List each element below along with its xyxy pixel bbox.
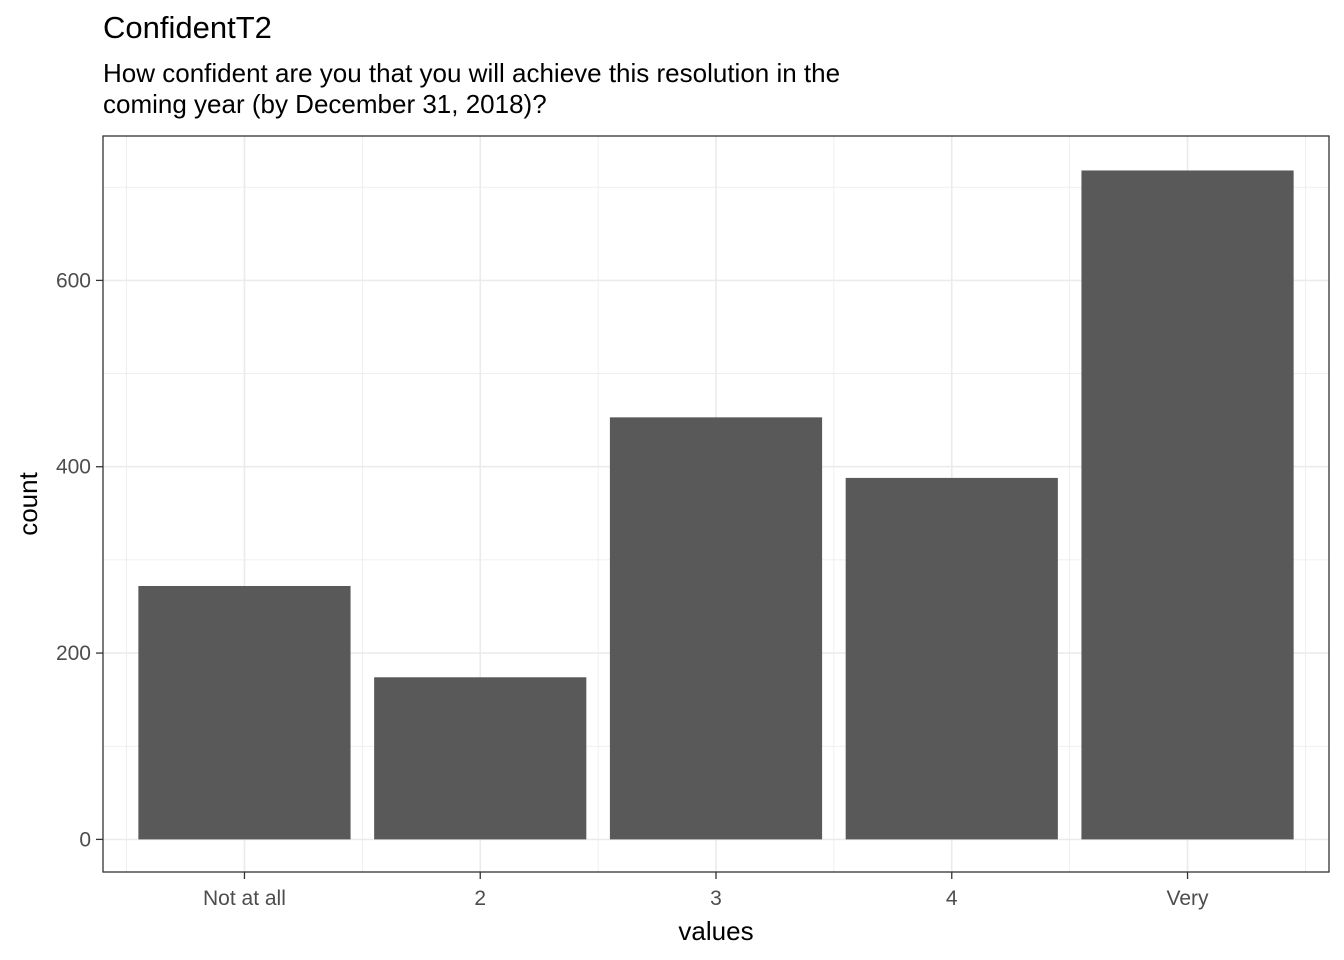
bar-2: [374, 677, 587, 840]
y-axis: 0 200 400 600: [56, 269, 103, 851]
chart-subtitle: How confident are you that you will achi…: [103, 58, 1003, 120]
y-axis-title: count: [13, 471, 43, 535]
x-tick-label: 3: [710, 887, 722, 910]
chart-title: ConfidentT2: [103, 10, 272, 45]
x-tick-label: 4: [946, 887, 958, 910]
x-tick-label: Not at all: [203, 887, 286, 910]
x-tick-label: 2: [474, 887, 486, 910]
y-tick-label: 200: [56, 642, 91, 665]
x-axis: Not at all 2 3 4 Very: [203, 872, 1209, 910]
bar-4: [845, 477, 1058, 840]
y-tick-label: 0: [79, 828, 91, 851]
subtitle-line-1: How confident are you that you will achi…: [103, 58, 841, 88]
x-tick-label: Very: [1167, 887, 1210, 910]
x-axis-title: values: [678, 916, 753, 946]
bar-very: [1081, 170, 1294, 840]
y-tick-label: 400: [56, 456, 91, 479]
bars: [138, 170, 1294, 840]
bar-not-at-all: [138, 585, 351, 840]
subtitle-line-2: coming year (by December 31, 2018)?: [103, 89, 547, 119]
bar-3: [609, 417, 823, 840]
y-tick-label: 600: [56, 269, 91, 292]
